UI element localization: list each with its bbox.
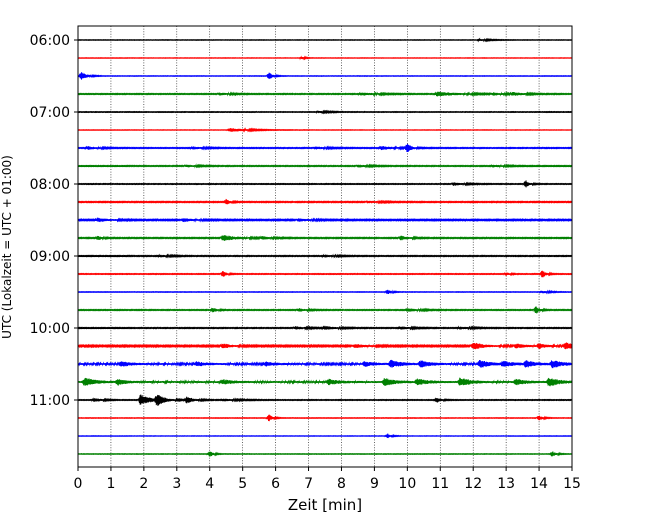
- x-tick-label: 4: [205, 476, 214, 492]
- trace-line-0615: [77, 55, 573, 61]
- trace-line-0745: [77, 163, 573, 169]
- trace-line-0645: [77, 91, 573, 97]
- x-tick-label: 8: [337, 476, 346, 492]
- trace-line-1030: [77, 359, 573, 369]
- x-tick-label: 12: [464, 476, 482, 492]
- trace-line-0600: [77, 37, 573, 43]
- x-tick-label: 1: [106, 476, 115, 492]
- x-tick-label: 7: [304, 476, 313, 492]
- x-tick-label: 2: [139, 476, 148, 492]
- trace-line-0845: [77, 235, 573, 241]
- x-tick-label: 10: [398, 476, 416, 492]
- trace-line-0730: [77, 143, 573, 153]
- trace-line-1045: [77, 377, 573, 387]
- y-tick-label: 08:00: [30, 177, 70, 193]
- y-tick-label: 09:00: [30, 249, 70, 265]
- x-tick-label: 14: [530, 476, 548, 492]
- trace-line-0630: [77, 72, 573, 80]
- x-tick-label: 0: [74, 476, 83, 492]
- trace-line-1000: [77, 325, 573, 331]
- x-tick-label: 9: [370, 476, 379, 492]
- trace-line-0930: [77, 289, 573, 295]
- x-tick-label: 5: [238, 476, 247, 492]
- trace-line-0830: [77, 217, 573, 223]
- trace-line-0915: [77, 270, 573, 278]
- seismic-traces: [77, 37, 573, 457]
- trace-line-0815: [77, 198, 573, 205]
- x-axis-ticks: 0 1 2 3 4 5 6 7 8 9 10 11 12 13 14 15: [74, 467, 581, 492]
- trace-line-1145: [77, 451, 573, 457]
- y-tick-label: 10:00: [30, 321, 70, 337]
- y-tick-label: 06:00: [30, 33, 70, 49]
- trace-line-1100: [77, 394, 573, 406]
- x-tick-label: 6: [271, 476, 280, 492]
- x-tick-label: 13: [497, 476, 515, 492]
- x-tick-label: 3: [172, 476, 181, 492]
- x-tick-label: 15: [563, 476, 581, 492]
- trace-line-0700: [77, 109, 573, 115]
- trace-line-0900: [77, 253, 573, 259]
- trace-line-1015: [77, 342, 573, 350]
- trace-line-1115: [77, 414, 573, 422]
- trace-line-1130: [77, 433, 573, 439]
- trace-line-0715: [77, 127, 573, 133]
- x-tick-label: 11: [431, 476, 449, 492]
- y-axis-ticks: 06:00 07:00 08:00 09:00 10:00 11:00: [30, 33, 78, 409]
- y-axis-label: UTC (Lokalzeit = UTC + 01:00): [0, 155, 14, 339]
- grid-lines: [110, 26, 540, 467]
- trace-line-0800: [77, 180, 573, 188]
- y-tick-label: 11:00: [30, 393, 70, 409]
- y-tick-label: 07:00: [30, 105, 70, 121]
- trace-line-0945: [77, 306, 573, 314]
- plot-frame: [77, 25, 573, 468]
- x-axis-label: Zeit [min]: [288, 496, 362, 514]
